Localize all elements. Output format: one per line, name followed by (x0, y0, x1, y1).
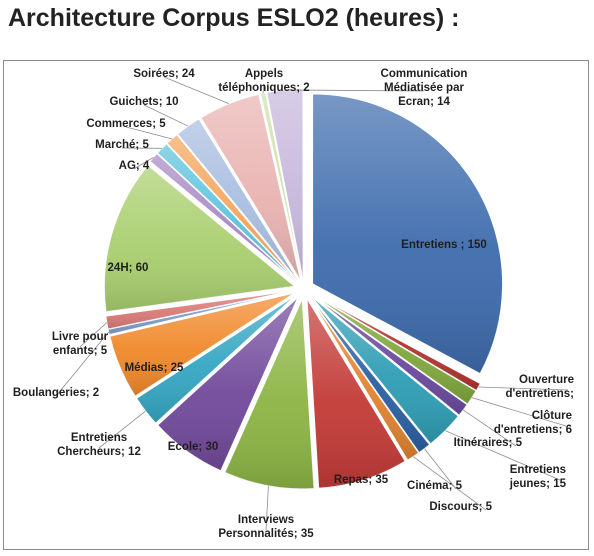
pie-slice-gloss (136, 295, 297, 424)
pie-slice-ouverture-d-entretiens (312, 293, 481, 392)
pie-slice-gloss (312, 294, 477, 405)
leader-line-cloture-d-entretiens (471, 397, 567, 427)
pie-slice-gloss (224, 298, 314, 489)
pie-slice-24h (103, 164, 296, 313)
data-label-cloture-d-entretiens: Clôture d'entretiens; 6 (494, 410, 572, 436)
pie-slice-medias (109, 292, 296, 397)
page-title: Architecture Corpus ESLO2 (heures) : (8, 4, 460, 32)
data-label-guichets: Guichets; 10 (109, 96, 178, 108)
data-label-commerces: Commerces; 5 (86, 118, 166, 130)
leader-line-entretiens-chercheurs (98, 410, 146, 449)
data-label-marche: Marché; 5 (95, 139, 149, 151)
data-label-interviews-personnalites: Interviews Personnalités; 35 (218, 514, 314, 540)
data-label-ecole: Ecole; 30 (168, 441, 219, 453)
leader-line-guichets (143, 104, 189, 127)
pie-slice-gloss (312, 93, 503, 374)
pie-chart: Entretiens ; 150 Ouverture d'entretiens; Cl… (13, 68, 574, 540)
pie-slice-entretiens-chercheurs (135, 294, 297, 424)
pie-slice-gloss (109, 292, 295, 397)
leader-line-boulangeries (55, 331, 109, 397)
data-label-medias: Médias; 25 (125, 362, 184, 374)
data-label-communication-mediatisee-par-ecran: Communication Médiatisée par Ecran; 14 (381, 68, 468, 108)
data-label-livre-pour-enfants: Livre pour enfants; 5 (52, 331, 109, 357)
chart-frame: Entretiens ; 150 Ouverture d'entretiens; Cl… (3, 60, 589, 550)
leader-line-cinema (424, 448, 457, 490)
data-label-appels-telephoniques: Appels téléphoniques; 2 (218, 68, 309, 94)
pie-slice-soirees (200, 93, 301, 280)
leader-lines (55, 76, 569, 531)
data-label-entretiens: Entretiens ; 150 (401, 239, 487, 251)
data-label-boulangeries: Boulangeries; 2 (13, 387, 99, 399)
pie-slices (103, 88, 504, 490)
data-label-cinema: Cinéma; 5 (407, 480, 463, 492)
leader-line-entretiens-jeunes (445, 430, 561, 481)
pie-slice-gloss (104, 165, 295, 312)
leader-line-interviews-personnalites (265, 485, 269, 531)
pie-slice-entretiens (312, 93, 504, 375)
leader-line-communication-mediatisee-par-ecran (284, 89, 425, 92)
data-label-entretiens-chercheurs: Entretiens Chercheurs; 12 (57, 432, 141, 458)
leader-line-ouverture-d-entretiens (478, 386, 569, 391)
pie-slice-gloss (309, 297, 419, 461)
leader-line-soirees (163, 76, 230, 105)
leader-line-appels-telephoniques (262, 83, 265, 94)
leader-line-commerces (125, 126, 172, 140)
pie-slice-gloss (167, 134, 298, 282)
pie-slice-gloss (310, 296, 430, 453)
pie-slice-gloss (177, 118, 299, 281)
leader-line-livre-pour-enfants (79, 322, 108, 348)
pie-slice-gloss (157, 297, 299, 471)
pie-slice-guichets (176, 118, 299, 282)
pie-slice-gloss (108, 291, 295, 335)
pie-slice-gloss (311, 295, 468, 416)
data-label-itineraires: Itinéraires; 5 (454, 437, 523, 449)
pie-slice-appels-telephoniques (259, 92, 303, 280)
pie-slice-gloss (306, 298, 406, 489)
data-labels: Entretiens ; 150 Ouverture d'entretiens; Cl… (13, 68, 574, 540)
leader-line-itineraires (463, 409, 517, 447)
data-label-entretiens-jeunes: Entretiens jeunes; 15 (509, 464, 567, 490)
pie-slice-gloss (311, 296, 459, 444)
pie-slice-gloss (260, 92, 302, 280)
pie-slice-cloture-d-entretiens (312, 293, 477, 405)
pie-slice-interviews-personnalites (224, 298, 315, 490)
pie-slice-gloss (157, 143, 297, 282)
leader-line-discours (412, 456, 487, 511)
pie-slice-gloss (200, 94, 301, 280)
leader-line-ag (133, 157, 154, 170)
pie-slice-ecole (157, 296, 299, 472)
pie-slice-gloss (312, 293, 481, 391)
data-label-discours: Discours; 5 (429, 501, 492, 513)
pie-slice-repas (306, 298, 406, 489)
pie-slice-gloss (105, 290, 295, 329)
pie-slice-gloss (150, 153, 297, 283)
pie-slice-gloss (266, 89, 304, 280)
data-label-24h: 24H; 60 (108, 262, 149, 274)
data-label-ag: AG; 4 (119, 160, 150, 172)
data-label-soirees: Soirées; 24 (133, 68, 195, 80)
data-label-ouverture-d-entretiens: Ouverture d'entretiens; (505, 374, 574, 400)
data-label-repas: Repas; 35 (334, 474, 389, 486)
